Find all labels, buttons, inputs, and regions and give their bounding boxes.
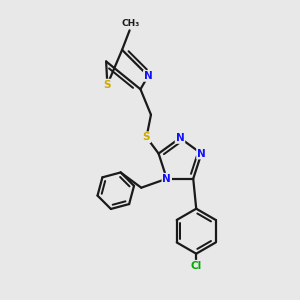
Text: N: N bbox=[197, 148, 206, 158]
Text: Cl: Cl bbox=[190, 261, 202, 271]
Text: N: N bbox=[176, 133, 184, 143]
Text: S: S bbox=[103, 80, 111, 90]
Text: S: S bbox=[143, 132, 150, 142]
Text: CH₃: CH₃ bbox=[122, 19, 140, 28]
Text: N: N bbox=[162, 174, 171, 184]
Text: N: N bbox=[144, 71, 152, 81]
